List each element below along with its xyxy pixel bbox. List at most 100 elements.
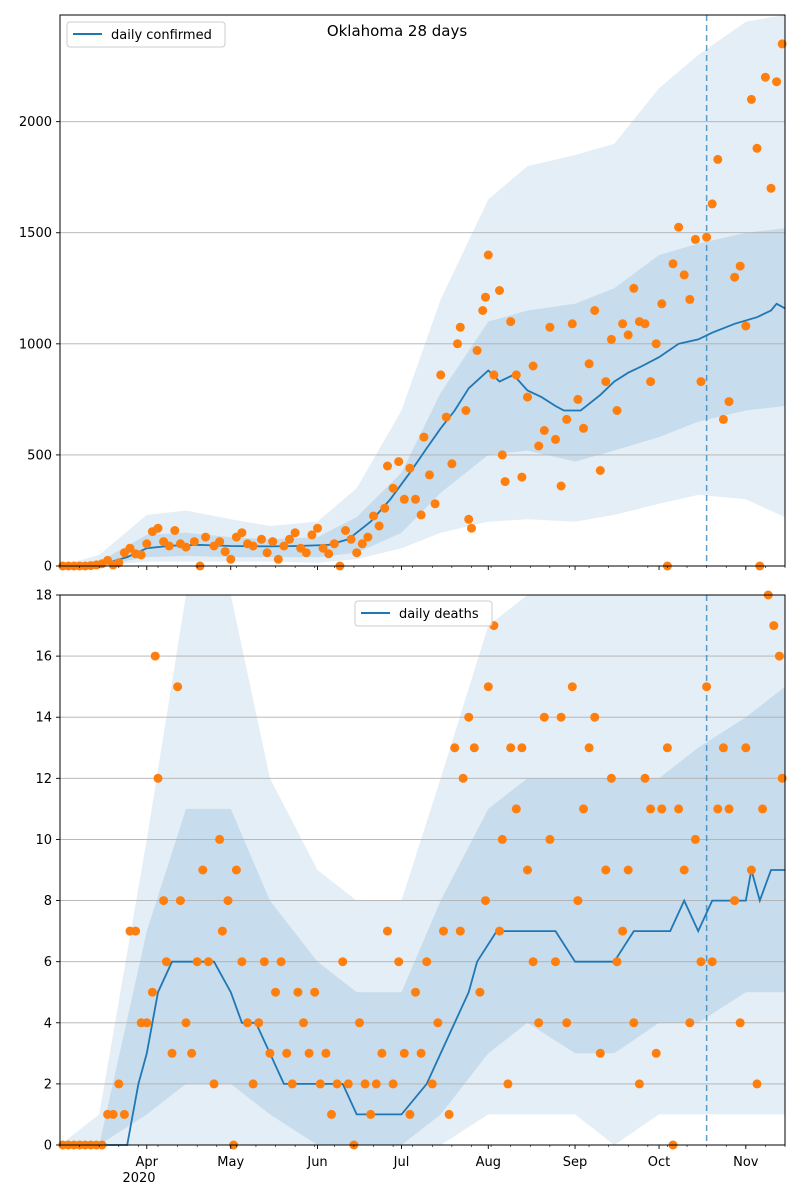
confirmed-point: [461, 406, 471, 415]
confirmed-outer-band: [60, 15, 785, 566]
confirmed-point: [713, 154, 723, 164]
deaths-point: [427, 1079, 437, 1089]
confirmed-axes-frame: [59, 14, 786, 567]
deaths-point: [327, 1109, 336, 1119]
deaths-x-tick-label: Nov: [733, 1155, 759, 1170]
deaths-point: [243, 1018, 252, 1028]
confirmed-point: [545, 322, 555, 332]
confirmed-point: [181, 542, 191, 552]
deaths-point: [276, 957, 286, 967]
deaths-point: [523, 865, 532, 875]
confirmed-point: [405, 463, 415, 473]
deaths-point: [758, 804, 768, 814]
confirmed-point: [718, 414, 728, 424]
chart-title: Oklahoma 28 days: [327, 22, 468, 40]
confirmed-point: [478, 306, 488, 315]
confirmed-point: [352, 548, 362, 558]
deaths-point: [394, 957, 404, 967]
deaths-point: [343, 1079, 353, 1089]
confirmed-point: [455, 322, 465, 332]
deaths-point: [618, 926, 628, 936]
deaths-point: [217, 926, 227, 936]
confirmed-point: [517, 472, 527, 482]
confirmed-y-tick-label: 2000: [19, 115, 52, 130]
deaths-point: [579, 804, 588, 814]
deaths-point: [215, 834, 225, 844]
deaths-point: [299, 1018, 308, 1028]
confirmed-point: [363, 532, 373, 542]
confirmed-point: [495, 286, 504, 295]
deaths-point: [469, 743, 479, 753]
deaths-point: [662, 743, 672, 753]
deaths-point: [475, 987, 485, 997]
deaths-point: [483, 682, 493, 692]
deaths-point: [528, 957, 538, 967]
deaths-point: [497, 834, 507, 844]
deaths-point: [198, 865, 208, 875]
confirmed-point: [383, 461, 392, 471]
deaths-y-tick-label: 8: [44, 894, 52, 909]
deaths-point: [366, 1109, 376, 1119]
confirmed-point: [136, 550, 146, 560]
deaths-point: [511, 804, 521, 814]
deaths-point: [203, 957, 213, 967]
deaths-point: [506, 743, 516, 753]
deaths-point: [601, 865, 611, 875]
deaths-point: [108, 1109, 118, 1119]
deaths-point: [161, 957, 171, 967]
deaths-point: [383, 926, 392, 936]
confirmed-point: [226, 554, 236, 564]
confirmed-point: [237, 528, 247, 538]
confirmed-point: [657, 299, 667, 309]
confirmed-point: [573, 394, 583, 404]
deaths-point: [567, 682, 577, 692]
deaths-point: [371, 1079, 381, 1089]
confirmed-point: [741, 321, 751, 331]
confirmed-point: [472, 346, 482, 355]
deaths-y-tick-label: 2: [44, 1077, 52, 1092]
confirmed-point: [777, 39, 787, 49]
confirmed-point: [436, 370, 446, 380]
confirmed-point: [579, 423, 588, 433]
deaths-legend-box: [354, 600, 493, 627]
deaths-point: [556, 712, 566, 722]
deaths-point: [282, 1048, 292, 1058]
deaths-point: [534, 1018, 544, 1028]
deaths-point: [562, 1018, 572, 1028]
confirmed-point: [430, 499, 440, 509]
confirmed-point: [313, 523, 322, 533]
deaths-inner-band: [60, 686, 785, 1145]
deaths-point: [159, 896, 169, 906]
deaths-point: [634, 1079, 644, 1089]
deaths-point: [119, 1109, 129, 1119]
deaths-y-tick-label: 6: [44, 955, 52, 970]
deaths-point: [696, 957, 706, 967]
confirmed-point: [318, 543, 328, 553]
confirmed-point: [268, 537, 278, 547]
deaths-point: [612, 957, 622, 967]
deaths-x-tick-label: May: [217, 1155, 244, 1170]
deaths-point: [718, 743, 728, 753]
confirmed-point: [539, 426, 549, 435]
deaths-point: [646, 804, 656, 814]
confirmed-point: [612, 406, 622, 415]
deaths-point: [590, 712, 600, 722]
deaths-point: [416, 1048, 426, 1058]
deaths-point: [752, 1079, 762, 1089]
confirmed-point: [164, 541, 174, 551]
deaths-point: [265, 1048, 275, 1058]
confirmed-point: [506, 317, 516, 327]
deaths-y-tick-label: 0: [44, 1139, 52, 1154]
deaths-point: [455, 926, 465, 936]
confirmed-point: [301, 548, 311, 558]
confirmed-point: [329, 539, 339, 549]
deaths-point: [735, 1018, 745, 1028]
deaths-point: [539, 712, 549, 722]
deaths-point: [595, 1048, 605, 1058]
deaths-point: [293, 987, 303, 997]
deaths-y-tick-label: 12: [35, 772, 52, 787]
confirmed-point: [170, 526, 180, 535]
deaths-point: [332, 1079, 342, 1089]
confirmed-point: [668, 259, 678, 269]
confirmed-y-tick-label: 0: [44, 560, 52, 575]
